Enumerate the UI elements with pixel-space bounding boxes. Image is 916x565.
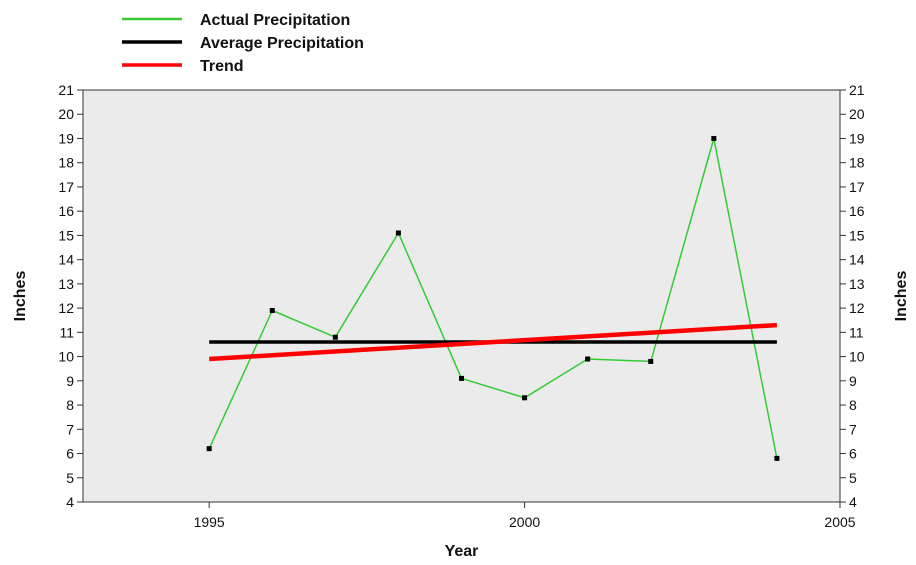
series-line-0 [208,137,778,459]
y-tick-label-left: 17 [58,179,74,195]
data-point [395,230,401,236]
data-point [522,395,528,401]
legend-label-2: Trend [200,58,244,75]
y-axis-left: 4 5 6 7 8 9 10 11 12 13 14 15 16 17 18 19 20 21 [58,82,83,510]
y-tick-label-left: 7 [66,421,74,437]
legend-label-1: Average Precipitation [200,35,364,52]
y-tick-label-left: 21 [58,82,74,98]
y-tick-label-right: 19 [849,130,865,146]
y-axis-right: 4 5 6 7 8 9 10 11 12 13 14 15 16 17 18 19 20 21 [840,82,865,510]
data-point [206,446,212,452]
y-tick-label-right: 9 [849,373,857,389]
y-tick-label-right: 14 [849,252,865,268]
y-tick-label-right: 8 [849,397,857,413]
y-tick-label-right: 18 [849,155,865,171]
y-tick-label-left: 18 [58,155,74,171]
plot-area [82,89,841,503]
y-tick-label-right: 16 [849,203,865,219]
y-tick-label-left: 16 [58,203,74,219]
data-point [332,334,338,340]
x-tick-label: 2000 [509,514,540,530]
x-axis-title: Year [445,543,479,560]
y-tick-label-right: 15 [849,227,865,243]
y-tick-label-left: 19 [58,130,74,146]
y-tick-label-left: 15 [58,227,74,243]
y-tick-label-left: 9 [66,373,74,389]
y-tick-label-left: 14 [58,252,74,268]
y-tick-label-right: 17 [849,179,865,195]
y-tick-label-left: 5 [66,470,74,486]
y-tick-label-right: 20 [849,106,865,122]
y-tick-label-left: 6 [66,446,74,462]
x-tick-label: 1995 [194,514,225,530]
x-axis: 1995 2000 2005 [194,502,856,530]
y-tick-label-right: 4 [849,494,857,510]
y-tick-label-right: 13 [849,276,865,292]
y-tick-label-left: 11 [59,324,74,340]
y-tick-label-right: 5 [849,470,857,486]
x-tick-label: 2005 [824,514,855,530]
data-point [585,356,591,362]
y-tick-label-right: 12 [849,300,865,316]
y-tick-label-right: 10 [849,349,865,365]
y-tick-label-left: 8 [66,397,74,413]
y-tick-label-left: 10 [58,349,74,365]
data-point [774,455,780,461]
data-point [711,135,717,141]
y-tick-label-left: 12 [58,300,74,316]
y-tick-label-left: 20 [58,106,74,122]
data-point [269,308,275,314]
data-point [459,375,464,381]
y-tick-label-left: 13 [58,276,74,292]
data-point [648,358,654,364]
y-tick-label-left: 4 [66,494,74,510]
y-tick-label-right: 7 [849,421,857,437]
y-axis-title-right: Inches [893,271,910,322]
series-markers [206,135,780,461]
legend: Actual Precipitation Average Precipitatio… [122,12,364,75]
y-axis-title-left: Inches [12,271,29,322]
series-line-2 [209,322,778,362]
y-tick-label-right: 11 [849,324,864,340]
legend-label-0: Actual Precipitation [200,12,350,29]
y-tick-label-right: 6 [849,446,857,462]
y-tick-label-right: 21 [849,82,865,98]
series-lines [208,137,778,459]
